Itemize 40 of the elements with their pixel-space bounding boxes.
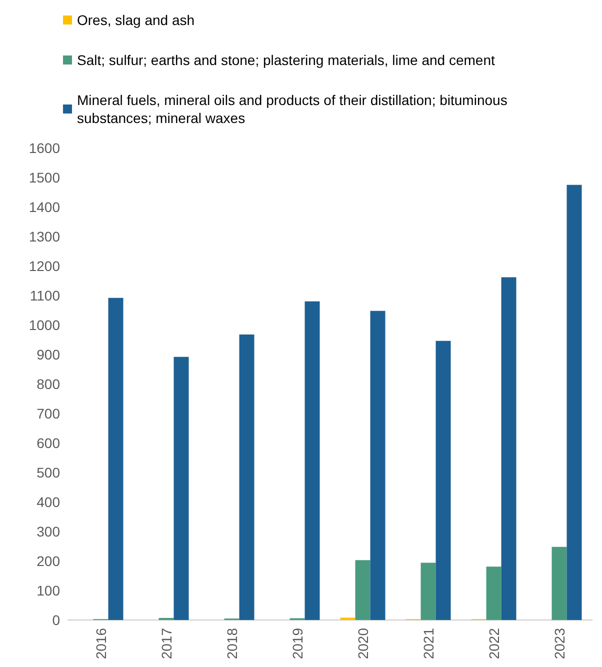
x-tick-label: 2022 bbox=[486, 628, 502, 660]
y-tick-label: 1300 bbox=[28, 228, 60, 244]
bar bbox=[436, 340, 451, 620]
y-tick-label: 700 bbox=[36, 406, 60, 422]
bar bbox=[370, 310, 386, 620]
y-tick-label: 1600 bbox=[28, 140, 60, 156]
y-tick-label: 1400 bbox=[28, 199, 60, 215]
bar bbox=[501, 277, 516, 620]
y-tick-label: 1200 bbox=[28, 258, 60, 274]
y-tick-label: 600 bbox=[36, 435, 60, 451]
y-tick-label: 100 bbox=[36, 582, 60, 598]
bar bbox=[420, 562, 436, 620]
bar bbox=[355, 560, 370, 620]
x-tick-label: 2019 bbox=[289, 628, 306, 660]
x-tick-label: 2016 bbox=[92, 628, 109, 660]
y-tick-label: 1100 bbox=[30, 288, 60, 304]
x-tick-label: 2023 bbox=[551, 628, 568, 660]
legend-label: Salt; sulfur; earths and stone; plastering materials, lime and cement bbox=[77, 52, 495, 68]
y-tick-label: 300 bbox=[36, 524, 60, 540]
bar bbox=[108, 298, 124, 620]
y-tick-label: 400 bbox=[36, 494, 60, 510]
y-tick-label: 1500 bbox=[28, 170, 60, 186]
bar bbox=[239, 334, 254, 620]
bar bbox=[566, 184, 582, 620]
y-tick-label: 1000 bbox=[28, 317, 60, 333]
x-tick-label: 2017 bbox=[158, 628, 174, 660]
legend-label: Ores, slag and ash bbox=[77, 12, 195, 28]
bar bbox=[304, 301, 320, 620]
legend-label: Mineral fuels, mineral oils and products of their distillation; bituminous substances; mineral waxes bbox=[77, 92, 512, 126]
x-tick-label: 2018 bbox=[224, 628, 240, 660]
y-tick-label: 900 bbox=[36, 346, 60, 362]
y-tick-label: 800 bbox=[36, 376, 60, 392]
bar bbox=[486, 566, 502, 620]
y-tick-label: 200 bbox=[36, 553, 60, 569]
x-tick-label: 2020 bbox=[354, 628, 371, 660]
x-tick-label: 2021 bbox=[420, 628, 436, 660]
bar bbox=[552, 546, 567, 620]
y-tick-label: 500 bbox=[36, 464, 60, 480]
y-tick-label: 0 bbox=[52, 612, 60, 628]
bar bbox=[174, 356, 189, 620]
